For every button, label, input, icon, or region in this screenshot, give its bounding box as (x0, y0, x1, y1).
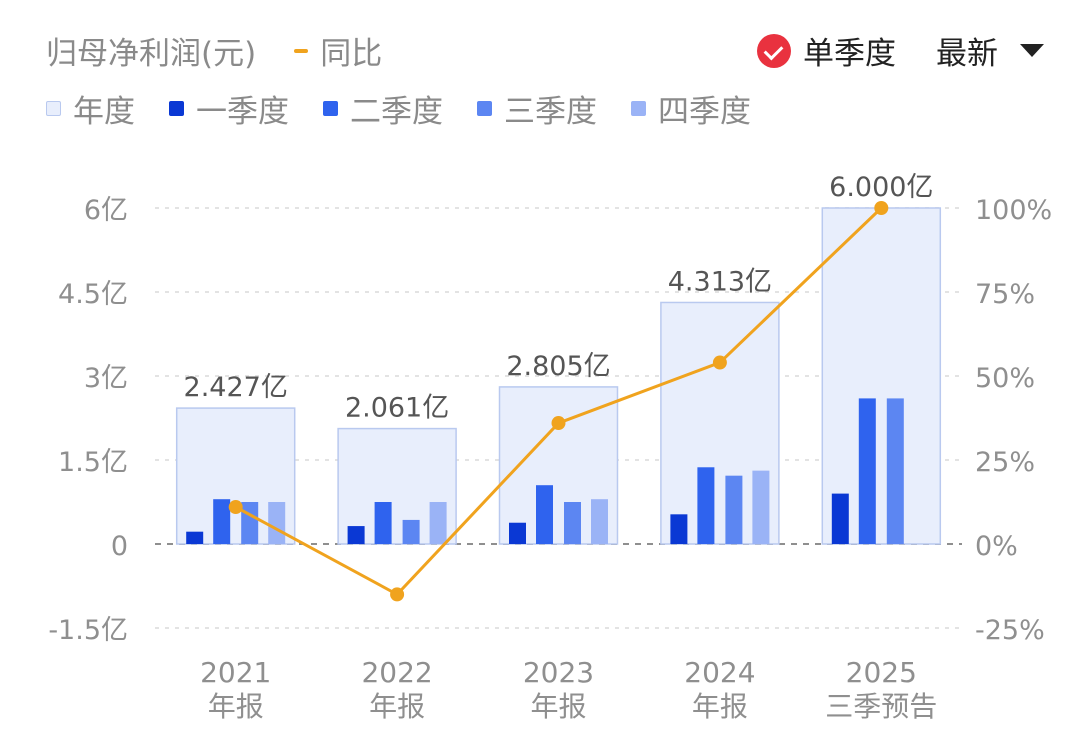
annual-data-label: 2.061亿 (345, 393, 449, 424)
x-tick-label: 年报 (692, 690, 748, 723)
quarter-bar (268, 502, 286, 544)
yoy-point (712, 355, 727, 370)
quarter-bar (697, 467, 715, 544)
quarter-bar (564, 502, 581, 544)
checkmark-icon[interactable] (757, 33, 791, 68)
yoy-point (551, 416, 566, 431)
quarter-bar (241, 502, 259, 544)
quarter-bar (402, 519, 420, 544)
single-quarter-toggle[interactable]: 单季度 (803, 36, 896, 72)
x-tick-label: 三季预告 (825, 690, 937, 723)
sort-dropdown[interactable]: 最新 (936, 36, 998, 72)
x-tick-label: 2021 (200, 656, 271, 689)
legend-label: 年度 (73, 94, 135, 130)
annual-data-label: 6.000亿 (829, 172, 933, 203)
y-tick-label: 1.5亿 (58, 447, 128, 478)
quarter-bar (347, 526, 365, 544)
quarter-bar (752, 470, 770, 544)
quarter-bar (886, 398, 904, 544)
legend-item[interactable]: 三季度 (477, 86, 597, 131)
legend-item[interactable]: 年度 (46, 86, 135, 131)
y2-tick-label: -25% (975, 615, 1045, 646)
chart-title-bar: 归母净利润(元) 同比 (46, 28, 382, 73)
y-tick-label: 0 (111, 531, 128, 562)
quarter-bar (725, 475, 743, 544)
x-tick-label: 年报 (530, 690, 586, 723)
quarter-bar (213, 499, 231, 544)
annual-bar (821, 207, 942, 545)
legend-swatch (323, 101, 338, 116)
chart-controls: 单季度 最新 (757, 28, 1044, 73)
yoy-legend-swatch (294, 48, 309, 53)
x-tick-label: 2022 (361, 656, 432, 689)
y2-tick-label: 25% (975, 447, 1035, 478)
y-tick-label: 6亿 (84, 195, 128, 226)
quarter-bar (374, 502, 392, 544)
annual-data-label: 4.313亿 (668, 266, 772, 297)
quarter-bar (670, 514, 688, 544)
y-tick-label: 4.5亿 (58, 279, 128, 310)
quarter-bar (429, 502, 447, 544)
legend-label: 一季度 (196, 94, 289, 130)
annual-data-label: 2.805亿 (506, 351, 610, 382)
y2-tick-label: 100% (975, 195, 1052, 226)
legend-swatch (169, 101, 184, 116)
chart-legend: 年度 一季度 二季度 三季度 四季度 (46, 86, 785, 131)
legend-item[interactable]: 四季度 (631, 86, 751, 131)
annual-data-label: 2.427亿 (184, 372, 288, 403)
quarter-bar (536, 485, 553, 544)
legend-label: 四季度 (658, 94, 751, 130)
quarter-bar (831, 493, 849, 544)
yoy-legend-label: 同比 (320, 36, 383, 72)
quarter-bar (509, 522, 526, 544)
legend-label: 二季度 (350, 94, 443, 130)
legend-swatch (631, 101, 646, 116)
y2-tick-label: 0% (975, 531, 1018, 562)
quarter-bar (591, 499, 608, 544)
yoy-point (874, 201, 889, 215)
y-tick-label: -1.5亿 (48, 615, 128, 646)
legend-swatch (46, 101, 61, 116)
chart-title: 归母净利润(元) (46, 36, 257, 72)
y-tick-label: 3亿 (84, 363, 128, 394)
legend-item[interactable]: 二季度 (323, 86, 443, 131)
y2-tick-label: 50% (975, 363, 1035, 394)
x-tick-label: 2025 (846, 656, 917, 689)
quarter-bar (186, 531, 204, 544)
y2-tick-label: 75% (975, 279, 1035, 310)
legend-label: 三季度 (504, 94, 597, 130)
x-tick-label: 年报 (369, 690, 425, 723)
yoy-point (228, 500, 243, 515)
x-tick-label: 2024 (684, 656, 755, 689)
yoy-point (390, 587, 405, 602)
x-tick-label: 年报 (208, 690, 264, 723)
x-tick-label: 2023 (523, 656, 594, 689)
legend-swatch (477, 101, 492, 116)
quarter-bar (858, 398, 876, 544)
caret-down-icon[interactable] (1020, 44, 1044, 57)
legend-item[interactable]: 一季度 (169, 86, 289, 131)
